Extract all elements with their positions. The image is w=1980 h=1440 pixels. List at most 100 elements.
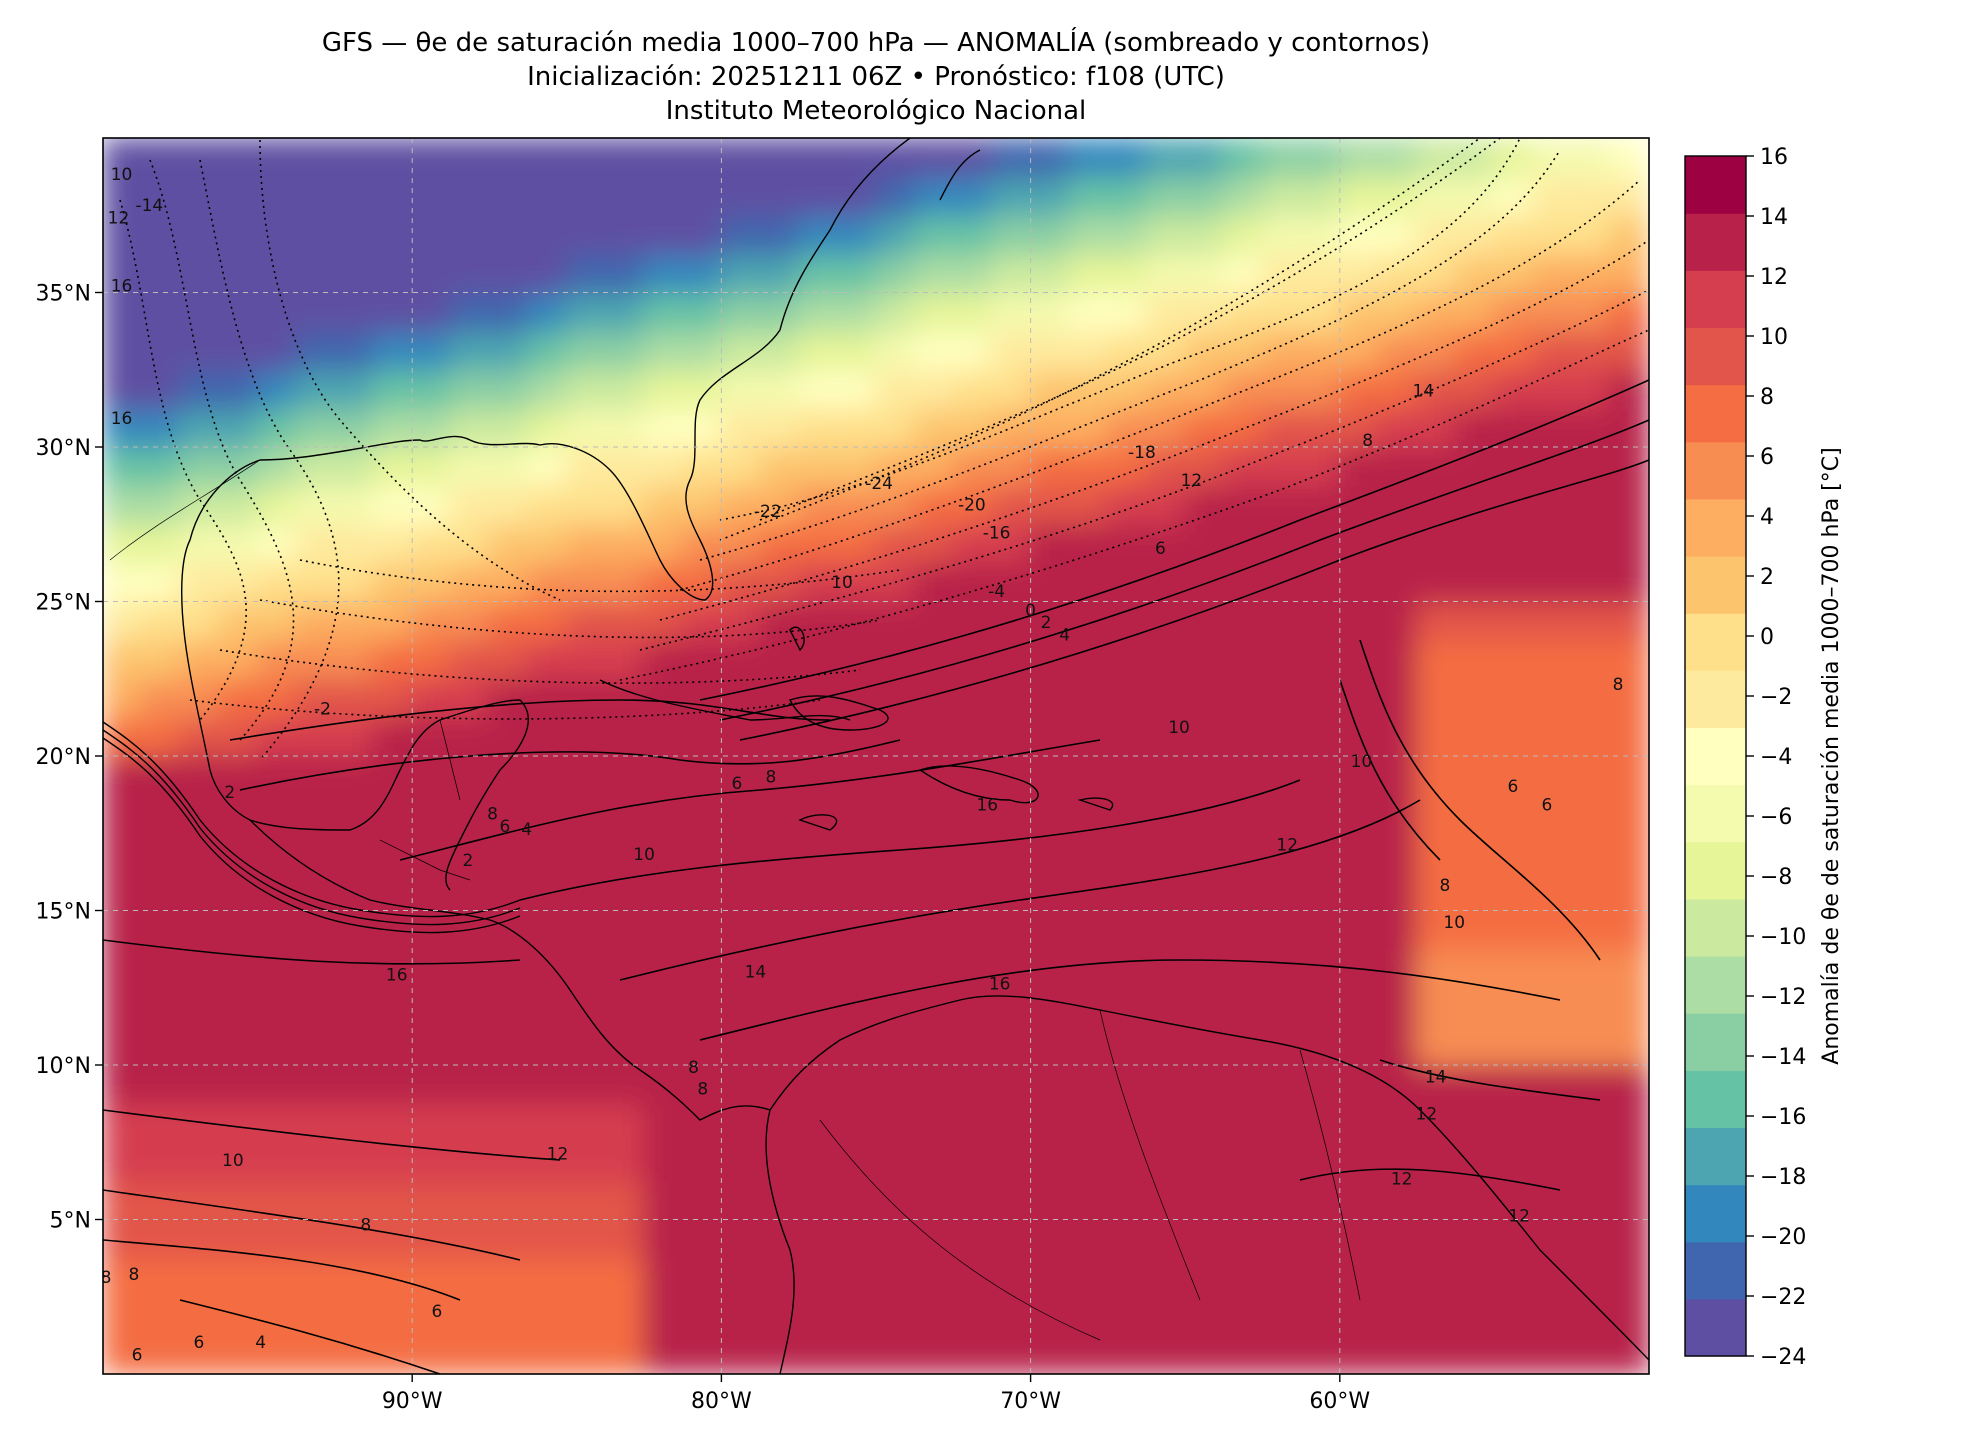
field-cell [411, 138, 452, 178]
field-cell [643, 716, 684, 757]
field-cell [1300, 1257, 1341, 1298]
field-cell [217, 639, 259, 680]
colorbar-segment [1685, 556, 1746, 614]
field-cell [103, 793, 143, 835]
field-cell [256, 252, 298, 294]
field-cell [1532, 716, 1573, 757]
field-cell [1493, 446, 1535, 487]
field-cell [295, 639, 336, 680]
field-cell [565, 330, 607, 371]
field-cell [1300, 948, 1341, 989]
field-cell [913, 291, 955, 333]
field-cell [449, 870, 491, 912]
field-cell [1493, 909, 1535, 951]
field-cell [140, 407, 182, 448]
field-cell [1416, 407, 1457, 448]
field-cell [1454, 1334, 1496, 1374]
field-cell [720, 1179, 762, 1221]
field-cell [720, 1334, 762, 1374]
field-cell [1454, 175, 1496, 217]
field-cell [1222, 561, 1264, 603]
field-cell [913, 523, 955, 564]
field-cell [449, 677, 491, 719]
field-cell [643, 755, 684, 796]
field-cell [1300, 291, 1341, 333]
contour-label: 6 [500, 817, 511, 837]
field-cell [565, 407, 607, 448]
field-cell [372, 561, 414, 603]
field-cell [372, 1102, 414, 1144]
field-cell [565, 1141, 607, 1182]
field-cell [565, 1295, 607, 1337]
colorbar-tick-label: 0 [1760, 625, 1774, 650]
field-cell [1222, 1064, 1264, 1105]
field-cell [1338, 446, 1380, 487]
field-cell [1145, 600, 1187, 642]
colorbar-segment [1685, 613, 1746, 671]
field-cell [1493, 639, 1535, 680]
field-cell [256, 561, 298, 603]
field-cell [1184, 523, 1225, 564]
field-cell [1184, 407, 1225, 448]
field-cell [1068, 175, 1109, 217]
field-cell [913, 368, 955, 410]
field-cell [372, 600, 414, 642]
field-cell [1532, 793, 1573, 835]
field-cell [179, 446, 220, 487]
field-cell [797, 1334, 839, 1374]
field-cell [1532, 138, 1573, 178]
field-cell [1068, 523, 1109, 564]
field-cell [1068, 138, 1109, 178]
field-cell [488, 1218, 530, 1260]
contour-label: 6 [193, 1333, 204, 1353]
field-cell [1145, 291, 1187, 333]
field-cell [488, 523, 530, 564]
lat-tick-label: 25°N [36, 591, 91, 616]
field-cell [1416, 1257, 1457, 1298]
field-cell [1416, 1179, 1457, 1221]
field-cell [952, 1179, 993, 1221]
field-cell [1454, 1257, 1496, 1298]
field-cell [759, 561, 800, 603]
field-cell [295, 870, 336, 912]
field-cell [681, 1025, 723, 1066]
field-cell [449, 1179, 491, 1221]
field-cell [720, 677, 762, 719]
field-cell [1570, 175, 1612, 217]
field-cell [1029, 214, 1071, 255]
field-cell [1029, 1218, 1071, 1260]
field-cell [1106, 600, 1148, 642]
field-cell [179, 1295, 220, 1337]
field-cell [179, 175, 220, 217]
field-cell [565, 214, 607, 255]
lat-tick-label: 10°N [36, 1054, 91, 1079]
field-cell [797, 1257, 839, 1298]
contour-label: 10 [1168, 718, 1190, 738]
field-cell [140, 252, 182, 294]
field-cell [411, 252, 452, 294]
field-cell [1145, 909, 1187, 951]
field-cell [333, 948, 375, 989]
field-cell [1029, 368, 1071, 410]
field-cell [913, 561, 955, 603]
title-line-2: Inicialización: 20251211 06Z • Pronóstic… [527, 62, 1225, 92]
field-cell [797, 793, 839, 835]
field-cell [1184, 948, 1225, 989]
field-cell [759, 793, 800, 835]
field-cell [1493, 600, 1535, 642]
contour-label: 8 [1613, 675, 1624, 695]
field-cell [1416, 948, 1457, 989]
lat-tick-label: 20°N [36, 745, 91, 770]
field-cell [759, 368, 800, 410]
field-cell [1609, 793, 1649, 835]
field-cell [372, 291, 414, 333]
field-cell [217, 368, 259, 410]
field-cell [720, 1102, 762, 1144]
field-cell [604, 948, 646, 989]
field-cell [103, 1064, 143, 1105]
field-cell [797, 407, 839, 448]
field-cell [333, 330, 375, 371]
field-cell [179, 1179, 220, 1221]
colorbar-segment [1685, 1184, 1746, 1243]
field-cell [1300, 986, 1341, 1028]
